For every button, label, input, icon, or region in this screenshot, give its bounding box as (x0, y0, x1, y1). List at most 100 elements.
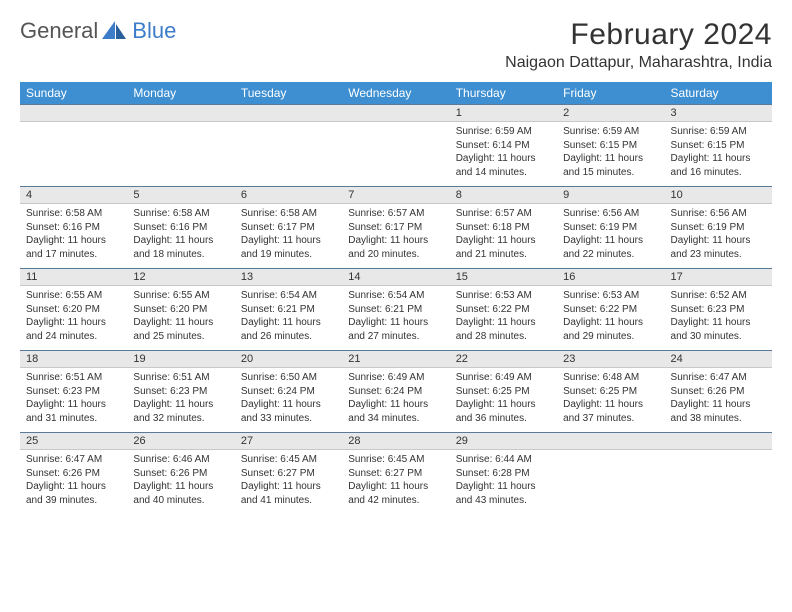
daylight-text: Daylight: 11 hours and 21 minutes. (456, 234, 551, 261)
sunrise-text: Sunrise: 6:54 AM (348, 289, 443, 303)
calendar-cell: 3Sunrise: 6:59 AMSunset: 6:15 PMDaylight… (665, 104, 772, 186)
day-details: Sunrise: 6:50 AMSunset: 6:24 PMDaylight:… (235, 368, 342, 429)
daylight-text: Daylight: 11 hours and 37 minutes. (563, 398, 658, 425)
calendar-cell: 24Sunrise: 6:47 AMSunset: 6:26 PMDayligh… (665, 350, 772, 432)
sail-icon (102, 21, 128, 41)
sunset-text: Sunset: 6:27 PM (348, 467, 443, 481)
calendar-cell: 23Sunrise: 6:48 AMSunset: 6:25 PMDayligh… (557, 350, 664, 432)
calendar-row: 25 Sunrise: 6:47 AM Sunset: 6:26 PM Dayligh… (20, 432, 772, 514)
daylight-text: Daylight: 11 hours and 34 minutes. (348, 398, 443, 425)
sunset-text: Sunset: 6:15 PM (563, 139, 658, 153)
calendar-cell: 15Sunrise: 6:53 AMSunset: 6:22 PMDayligh… (450, 268, 557, 350)
day-details: Sunrise: 6:45 AMSunset: 6:27 PMDaylight:… (342, 450, 449, 511)
calendar-cell (342, 104, 449, 186)
sunrise-text: Sunrise: 6:57 AM (348, 207, 443, 221)
day-details: Sunrise: 6:59 AMSunset: 6:14 PMDaylight:… (450, 122, 557, 183)
day-number: 23 (557, 350, 664, 368)
day-details: Sunrise: 6:53 AMSunset: 6:22 PMDaylight:… (450, 286, 557, 347)
weekday-header: Sunday (20, 82, 127, 104)
sunset-text: Sunset: 6:22 PM (563, 303, 658, 317)
sunset-text: Sunset: 6:19 PM (563, 221, 658, 235)
sunrise-text: Sunrise: 6:55 AM (26, 289, 121, 303)
sunset-text: Sunset: 6:19 PM (671, 221, 766, 235)
calendar-cell: 4Sunrise: 6:58 AMSunset: 6:16 PMDaylight… (20, 186, 127, 268)
day-number: 28 (342, 432, 449, 450)
daylight-text: Daylight: 11 hours and 32 minutes. (133, 398, 228, 425)
daylight-text: Daylight: 11 hours and 43 minutes. (456, 480, 551, 507)
sunrise-text: Sunrise: 6:47 AM (26, 453, 121, 467)
sunset-text: Sunset: 6:21 PM (241, 303, 336, 317)
weekday-header: Thursday (450, 82, 557, 104)
day-number-bar (235, 104, 342, 122)
sunrise-text: Sunrise: 6:54 AM (241, 289, 336, 303)
daylight-text: Daylight: 11 hours and 38 minutes. (671, 398, 766, 425)
calendar-cell (557, 432, 664, 514)
sunset-text: Sunset: 6:27 PM (241, 467, 336, 481)
calendar-row: 11Sunrise: 6:55 AMSunset: 6:20 PMDayligh… (20, 268, 772, 350)
calendar-cell: 7Sunrise: 6:57 AMSunset: 6:17 PMDaylight… (342, 186, 449, 268)
day-details: Sunrise: 6:59 AMSunset: 6:15 PMDaylight:… (557, 122, 664, 183)
sunrise-text: Sunrise: 6:50 AM (241, 371, 336, 385)
day-details: Sunrise: 6:57 AMSunset: 6:18 PMDaylight:… (450, 204, 557, 265)
calendar-cell: 5Sunrise: 6:58 AMSunset: 6:16 PMDaylight… (127, 186, 234, 268)
calendar-cell: 2Sunrise: 6:59 AMSunset: 6:15 PMDaylight… (557, 104, 664, 186)
sunset-text: Sunset: 6:26 PM (671, 385, 766, 399)
daylight-text: Daylight: 11 hours and 14 minutes. (456, 152, 551, 179)
daylight-text: Daylight: 11 hours and 28 minutes. (456, 316, 551, 343)
sunrise-text: Sunrise: 6:44 AM (456, 453, 551, 467)
daylight-text: Daylight: 11 hours and 16 minutes. (671, 152, 766, 179)
calendar-cell: 20Sunrise: 6:50 AMSunset: 6:24 PMDayligh… (235, 350, 342, 432)
sunrise-text: Sunrise: 6:53 AM (563, 289, 658, 303)
sunrise-text: Sunrise: 6:48 AM (563, 371, 658, 385)
day-details: Sunrise: 6:58 AMSunset: 6:16 PMDaylight:… (127, 204, 234, 265)
sunset-text: Sunset: 6:28 PM (456, 467, 551, 481)
calendar-cell: 28Sunrise: 6:45 AMSunset: 6:27 PMDayligh… (342, 432, 449, 514)
daylight-text: Daylight: 11 hours and 39 minutes. (26, 480, 121, 507)
day-number: 24 (665, 350, 772, 368)
calendar-cell: 13Sunrise: 6:54 AMSunset: 6:21 PMDayligh… (235, 268, 342, 350)
day-number: 9 (557, 186, 664, 204)
day-number: 25 (20, 432, 127, 450)
calendar-row: 4Sunrise: 6:58 AMSunset: 6:16 PMDaylight… (20, 186, 772, 268)
calendar-cell (127, 104, 234, 186)
calendar-row: 18Sunrise: 6:51 AMSunset: 6:23 PMDayligh… (20, 350, 772, 432)
sunset-text: Sunset: 6:25 PM (563, 385, 658, 399)
sunset-text: Sunset: 6:26 PM (133, 467, 228, 481)
sunrise-text: Sunrise: 6:56 AM (671, 207, 766, 221)
day-number: 20 (235, 350, 342, 368)
daylight-text: Daylight: 11 hours and 30 minutes. (671, 316, 766, 343)
sunrise-text: Sunrise: 6:55 AM (133, 289, 228, 303)
day-number: 18 (20, 350, 127, 368)
day-details: Sunrise: 6:57 AMSunset: 6:17 PMDaylight:… (342, 204, 449, 265)
daylight-text: Daylight: 11 hours and 20 minutes. (348, 234, 443, 261)
day-details: Sunrise: 6:58 AMSunset: 6:17 PMDaylight:… (235, 204, 342, 265)
day-number: 27 (235, 432, 342, 450)
sunrise-text: Sunrise: 6:58 AM (133, 207, 228, 221)
day-number: 2 (557, 104, 664, 122)
daylight-text: Daylight: 11 hours and 31 minutes. (26, 398, 121, 425)
sunrise-text: Sunrise: 6:57 AM (456, 207, 551, 221)
calendar-cell (20, 104, 127, 186)
day-number-bar (127, 104, 234, 122)
calendar-cell: 29Sunrise: 6:44 AMSunset: 6:28 PMDayligh… (450, 432, 557, 514)
sunset-text: Sunset: 6:23 PM (671, 303, 766, 317)
day-number: 7 (342, 186, 449, 204)
calendar-cell: 16Sunrise: 6:53 AMSunset: 6:22 PMDayligh… (557, 268, 664, 350)
day-details: Sunrise: 6:51 AMSunset: 6:23 PMDaylight:… (20, 368, 127, 429)
sunset-text: Sunset: 6:23 PM (133, 385, 228, 399)
daylight-text: Daylight: 11 hours and 42 minutes. (348, 480, 443, 507)
day-number: 16 (557, 268, 664, 286)
sunrise-text: Sunrise: 6:59 AM (456, 125, 551, 139)
calendar-cell: 26Sunrise: 6:46 AMSunset: 6:26 PMDayligh… (127, 432, 234, 514)
daylight-text: Daylight: 11 hours and 19 minutes. (241, 234, 336, 261)
sunset-text: Sunset: 6:24 PM (348, 385, 443, 399)
day-details: Sunrise: 6:53 AMSunset: 6:22 PMDaylight:… (557, 286, 664, 347)
day-details: Sunrise: 6:48 AMSunset: 6:25 PMDaylight:… (557, 368, 664, 429)
calendar-cell (665, 432, 772, 514)
daylight-text: Daylight: 11 hours and 25 minutes. (133, 316, 228, 343)
daylight-text: Daylight: 11 hours and 33 minutes. (241, 398, 336, 425)
daylight-text: Daylight: 11 hours and 15 minutes. (563, 152, 658, 179)
day-number: 10 (665, 186, 772, 204)
daylight-text: Daylight: 11 hours and 23 minutes. (671, 234, 766, 261)
weekday-header: Saturday (665, 82, 772, 104)
